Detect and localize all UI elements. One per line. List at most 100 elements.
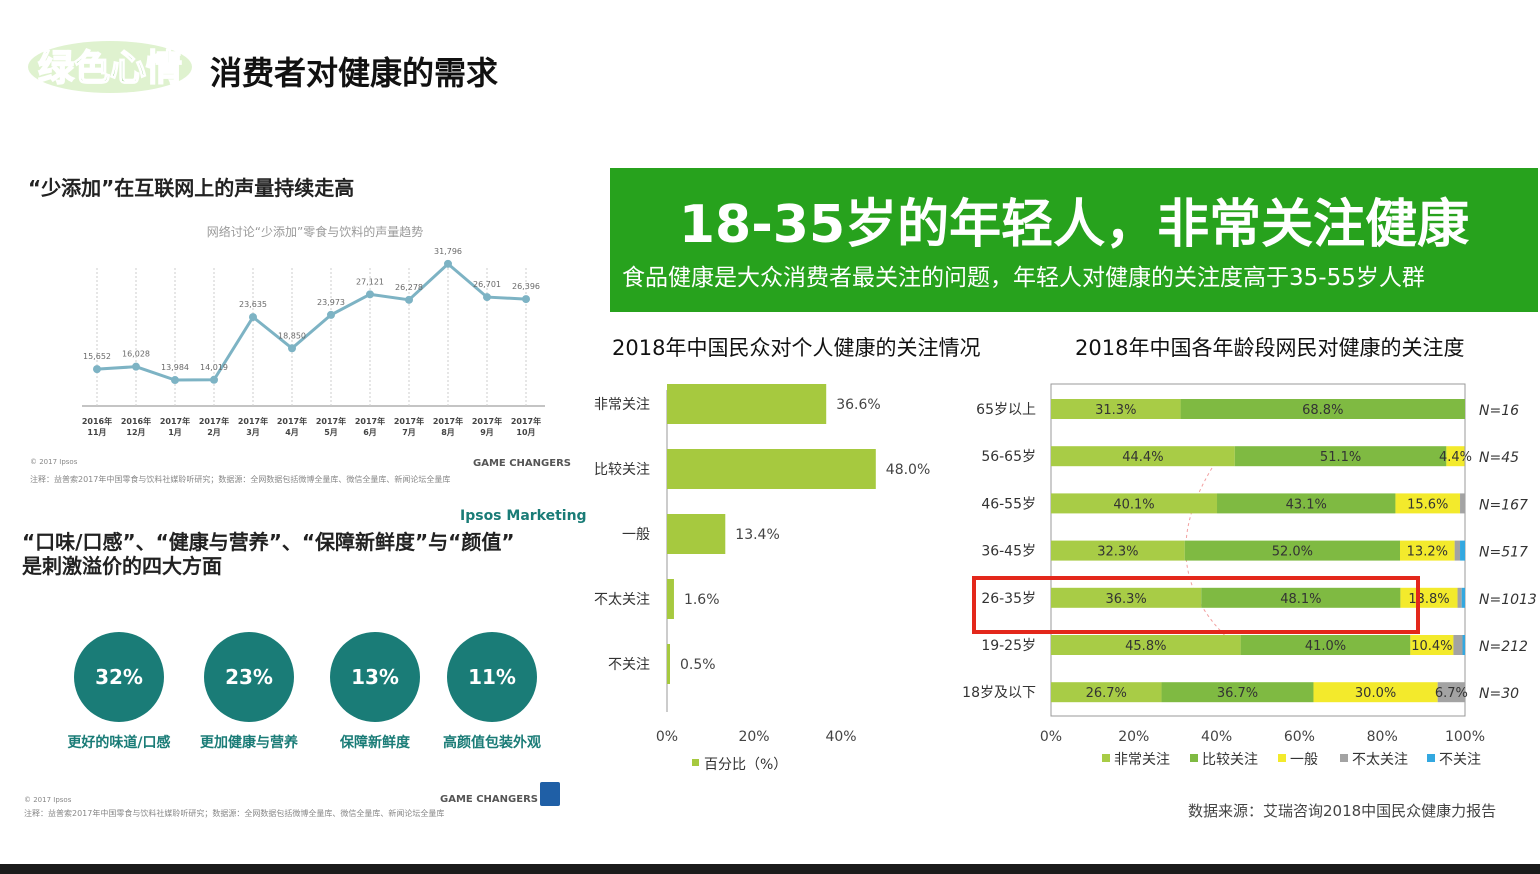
x-tick-label-month: 10月 <box>516 428 535 437</box>
stacked-segment <box>1453 635 1463 655</box>
segment-label: 68.8% <box>1302 403 1343 418</box>
x-tick-label: 0% <box>1040 729 1062 745</box>
data-point <box>366 290 374 299</box>
page-title: 消费者对健康的需求 <box>210 54 499 92</box>
data-label: 18,850 <box>278 331 306 340</box>
legend-swatch <box>1190 754 1198 762</box>
bar-category-label: 一般 <box>622 527 650 543</box>
stacked-segment <box>1051 540 1185 561</box>
x-tick-label: 100% <box>1445 729 1485 745</box>
legend-swatch <box>1340 754 1348 762</box>
data-label: 26,396 <box>512 282 540 291</box>
source-note: 数据来源：艾瑞咨询2018中国民众健康力报告 <box>1188 802 1497 820</box>
segment-label: 6.7% <box>1435 686 1468 701</box>
x-tick-label-year: 2017年 <box>199 416 229 426</box>
data-point <box>249 313 257 322</box>
headline-banner: 18-35岁的年轻人，非常关注健康 食品健康是大众消费者最关注的问题，年轻人对健… <box>610 168 1538 312</box>
segment-label: 52.0% <box>1272 545 1313 560</box>
x-tick-label: 40% <box>825 729 856 745</box>
data-point <box>522 295 530 304</box>
line-panel-title: “少添加”在互联网上的声量持续走高 <box>28 176 355 200</box>
segment-label: 45.8% <box>1125 639 1166 654</box>
logo-text: 绿色心情 <box>38 48 182 89</box>
x-tick-label-year: 2017年 <box>511 416 541 426</box>
stacked-segment <box>1460 540 1465 561</box>
bar-category-label: 比较关注 <box>594 462 650 478</box>
stacked-segment <box>1395 493 1461 514</box>
x-tick-label-month: 9月 <box>480 428 494 437</box>
segment-label: 40.1% <box>1113 497 1154 512</box>
stacked-chart-title: 2018年中国各年龄段网民对健康的关注度 <box>1075 336 1465 360</box>
stacked-segment <box>1454 540 1461 561</box>
premium-circle: 32% <box>74 632 164 722</box>
n-label: N=16 <box>1479 403 1519 419</box>
segment-label: 15.6% <box>1407 497 1448 512</box>
x-tick-label-month: 3月 <box>246 428 260 437</box>
x-tick-label-month: 5月 <box>324 428 338 437</box>
line-copyright: © 2017 Ipsos <box>30 458 78 466</box>
bar-value-label: 13.4% <box>735 527 779 543</box>
premium-circle: 13% <box>330 632 420 722</box>
stacked-category-label: 65岁以上 <box>976 402 1036 418</box>
stacked-category-label: 19-25岁 <box>981 638 1036 654</box>
bar-value-label: 36.6% <box>836 397 880 413</box>
x-tick-label-month: 11月 <box>87 428 106 437</box>
legend-swatch <box>1427 754 1435 762</box>
legend-label: 不关注 <box>1439 752 1481 768</box>
series-line <box>96 261 527 382</box>
segment-label: 48.1% <box>1280 592 1321 607</box>
premium-footnote: 注释：益普索2017年中国零食与饮料社媒聆听研究；数据源：全网数据包括微博全量库… <box>24 809 445 818</box>
bar-value-label: 1.6% <box>684 592 720 608</box>
data-label: 14,019 <box>200 363 228 372</box>
ipsos-badge <box>540 782 560 806</box>
bar-category-label: 不关注 <box>608 657 650 673</box>
stacked-segment <box>1184 540 1401 561</box>
data-label: 16,028 <box>122 350 150 359</box>
stacked-segment <box>1051 399 1181 419</box>
n-label: N=517 <box>1479 545 1528 561</box>
bar-value-label: 48.0% <box>886 462 930 478</box>
highlight-box <box>972 576 1420 634</box>
x-tick-label: 20% <box>738 729 769 745</box>
stacked-segment <box>1460 493 1465 514</box>
bar <box>667 579 674 619</box>
segment-label: 26.7% <box>1086 686 1127 701</box>
x-tick-label-month: 8月 <box>441 428 455 437</box>
bar-chart-title: 2018年中国民众对个人健康的关注情况 <box>612 336 981 360</box>
stacked-category-label: 18岁及以下 <box>962 685 1036 701</box>
data-point <box>327 310 335 319</box>
segment-label: 36.7% <box>1217 686 1258 701</box>
x-tick-label-year: 2017年 <box>316 416 346 426</box>
data-label: 26,701 <box>473 280 501 289</box>
data-label: 26,278 <box>395 283 423 292</box>
premium-circle: 23% <box>204 632 294 722</box>
stacked-segment <box>1313 682 1438 703</box>
bottom-bar <box>0 864 1540 874</box>
x-tick-label-year: 2017年 <box>238 416 268 426</box>
data-point <box>405 295 413 304</box>
segment-label: 31.3% <box>1095 403 1136 418</box>
bar <box>667 514 726 554</box>
stacked-category-label: 46-55岁 <box>981 496 1036 512</box>
stacked-segment <box>1051 446 1235 467</box>
line-brand: GAME CHANGERS <box>473 458 571 469</box>
n-label: N=167 <box>1479 497 1528 513</box>
segment-label: 51.1% <box>1320 450 1361 465</box>
x-tick-label-month: 6月 <box>363 428 377 437</box>
x-tick-label-year: 2017年 <box>433 416 463 426</box>
x-tick-label-month: 2月 <box>207 428 221 437</box>
x-tick-label: 60% <box>1284 729 1315 745</box>
premium-copyright: © 2017 Ipsos <box>24 796 72 804</box>
data-point <box>132 362 140 371</box>
stacked-segment <box>1217 493 1396 514</box>
premium-brand: GAME CHANGERS <box>440 794 538 805</box>
segment-label: 13.2% <box>1407 545 1448 560</box>
legend-label: 不太关注 <box>1352 752 1408 768</box>
bar-category-label: 不太关注 <box>594 592 650 608</box>
stacked-segment <box>1051 587 1202 608</box>
line-chart: 网络讨论“少添加”零食与饮料的声量趋势 15,652 2016年 11月 16,028 2… <box>82 224 545 437</box>
stacked-segment <box>1446 446 1465 467</box>
stacked-segment <box>1437 682 1465 703</box>
line-footnote: 注释：益普索2017年中国零食与饮料社媒聆听研究；数据源：全网数据包括微博全量库… <box>30 475 451 484</box>
stacked-chart: 65岁以上 31.3% 68.8% N=16 56-65岁 44.4% 51.1% 4.4% N… <box>962 383 1537 768</box>
